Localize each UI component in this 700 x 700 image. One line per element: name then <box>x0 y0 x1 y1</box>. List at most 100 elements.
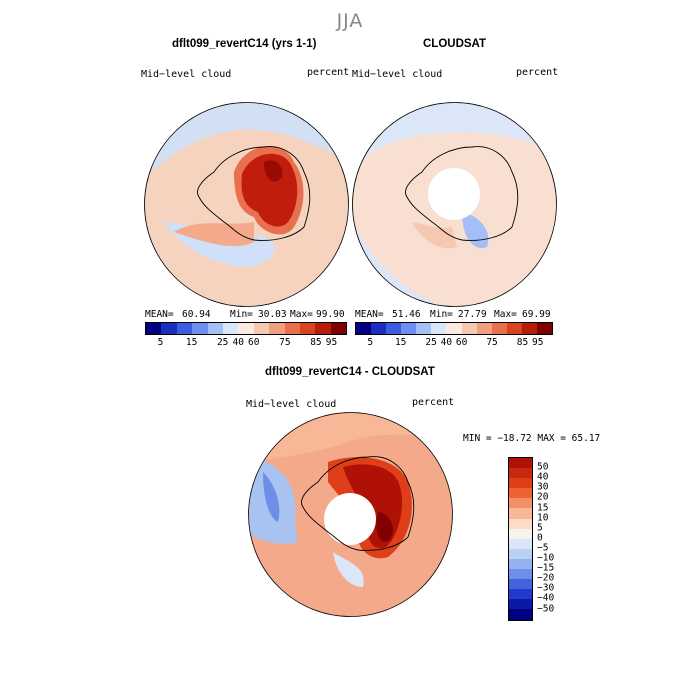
model-field-label: Mid−level cloud <box>141 69 232 80</box>
model-mean-label: MEAN= <box>145 309 174 320</box>
diff-colorbar-swatch <box>509 518 532 529</box>
model-colorbar-swatch <box>207 323 223 334</box>
model-colorbar-tick-label: 85 <box>310 337 322 348</box>
diff-colorbar-tick-label: 40 <box>537 471 549 483</box>
obs-colorbar-tick-label: 85 <box>516 337 529 348</box>
diff-colorbar-tick-label: 20 <box>537 491 549 503</box>
model-polar-map <box>144 102 349 307</box>
diff-colorbar-swatch <box>509 599 532 610</box>
diff-colorbar-tick-label: 50 <box>537 461 549 473</box>
diff-colorbar-tick-label: 0 <box>537 532 543 544</box>
model-high-cloud-core <box>241 153 298 227</box>
diff-colorbar-swatch <box>509 579 532 590</box>
model-map-border <box>144 102 349 307</box>
model-max-label: Max= <box>290 309 313 320</box>
obs-units-label: percent <box>516 67 559 78</box>
diff-colorbar-tick-label: −50 <box>537 603 555 614</box>
model-colorbar-swatch <box>269 323 285 334</box>
obs-colorbar-swatch <box>446 323 462 334</box>
diff-colorbar-tick-label: 10 <box>537 512 549 524</box>
obs-colorbar-swatch <box>461 323 477 334</box>
diff-colorbar-swatch <box>509 569 532 580</box>
diff-colorbar-tick-label: −20 <box>537 572 555 584</box>
model-colorbar-swatch <box>222 323 239 334</box>
model-units-label: percent <box>307 67 350 78</box>
diff-coastline <box>301 456 415 551</box>
diff-colorbar-tick-label: 15 <box>537 502 549 513</box>
season-title: JJA <box>336 10 364 32</box>
diff-colorbar-tick-label: −30 <box>537 582 555 594</box>
diff-colorbar-tick-label: −10 <box>537 552 555 564</box>
model-colorbar <box>145 322 347 335</box>
obs-colorbar-tick-label: 60 <box>455 337 468 348</box>
model-max-value: 99.90 <box>316 309 345 320</box>
obs-low-cloud-north <box>352 102 557 167</box>
model-colorbar-swatch <box>330 323 347 334</box>
obs-polar-gap <box>428 168 480 220</box>
obs-colorbar-swatch <box>521 323 537 334</box>
model-colorbar-swatch <box>161 323 177 334</box>
obs-colorbar-tick-label: 75 <box>486 337 498 348</box>
model-colorbar-tick-label: 75 <box>279 337 291 348</box>
diff-colorbar-swatch <box>509 508 532 519</box>
diff-units-label: percent <box>412 397 455 408</box>
obs-colorbar-tick-label: 25 <box>425 337 437 348</box>
diff-colorbar-swatch <box>509 488 532 499</box>
diff-polar-gap <box>324 493 376 545</box>
model-mean-value: 60.94 <box>182 309 211 320</box>
model-colorbar-tick-label: 60 <box>248 337 260 348</box>
model-colorbar-swatch <box>176 323 193 334</box>
diff-colorbar-swatch <box>509 478 532 489</box>
obs-max-value: 69.99 <box>522 309 551 320</box>
obs-colorbar-swatch <box>476 323 492 334</box>
diff-colorbar-swatch <box>509 558 532 570</box>
model-coastline <box>197 146 311 241</box>
obs-max-label: Max= <box>494 309 517 320</box>
model-colorbar-tick-label: 40 <box>232 337 244 348</box>
model-colorbar-swatch <box>146 323 162 334</box>
obs-coastline <box>405 146 519 241</box>
model-colorbar-swatch <box>238 323 254 334</box>
obs-colorbar-swatch <box>506 323 522 334</box>
obs-mean-value: 51.46 <box>392 309 421 320</box>
obs-colorbar-swatch <box>356 323 372 334</box>
obs-colorbar-swatch <box>371 323 387 334</box>
obs-colorbar <box>355 322 553 335</box>
obs-mean-label: MEAN= <box>355 309 384 320</box>
diff-colorbar-swatch <box>509 528 532 539</box>
obs-colorbar-tick-label: 40 <box>440 337 453 348</box>
obs-colorbar-tick-label: 5 <box>367 337 374 348</box>
obs-colorbar-swatch <box>386 323 402 334</box>
diff-colorbar-swatch <box>509 609 532 620</box>
model-colorbar-swatch <box>192 323 208 334</box>
model-low-cloud-north <box>144 102 349 177</box>
obs-low-cloud-core <box>462 212 489 249</box>
obs-panel-title: CLOUDSAT <box>423 38 487 50</box>
diff-colorbar-swatch <box>509 589 532 600</box>
diff-colorbar-swatch <box>509 468 532 479</box>
diff-colorbar-swatch <box>509 548 532 559</box>
model-min-label: Min= <box>230 309 253 320</box>
diff-map-border <box>248 412 453 617</box>
diff-colorbar-tick-label: −40 <box>537 592 555 604</box>
obs-colorbar-swatch <box>431 323 447 334</box>
model-panel-title: dflt099_revertC14 (yrs 1-1) <box>172 38 317 50</box>
diff-colorbar-tick-label: 30 <box>537 481 549 493</box>
model-colorbar-swatch <box>315 323 331 334</box>
diff-colorbar-tick-label: −5 <box>537 542 549 554</box>
diff-colorbar <box>508 457 533 621</box>
diff-field-label: Mid−level cloud <box>246 399 337 410</box>
diff-colorbar-swatch <box>509 458 532 469</box>
diff-colorbar-swatch <box>509 498 532 509</box>
obs-map-border <box>352 102 557 307</box>
model-min-value: 30.03 <box>258 309 287 320</box>
model-colorbar-tick-label: 25 <box>216 337 229 348</box>
diff-colorbar-tick-label: 5 <box>537 522 543 534</box>
model-mid-band <box>174 222 254 247</box>
model-colorbar-swatch <box>284 323 300 334</box>
model-colorbar-tick-label: 5 <box>157 337 164 348</box>
obs-min-value: 27.79 <box>458 309 487 320</box>
obs-colorbar-tick-label: 95 <box>532 337 544 348</box>
obs-colorbar-swatch <box>416 323 432 334</box>
model-colorbar-swatch <box>253 323 270 334</box>
